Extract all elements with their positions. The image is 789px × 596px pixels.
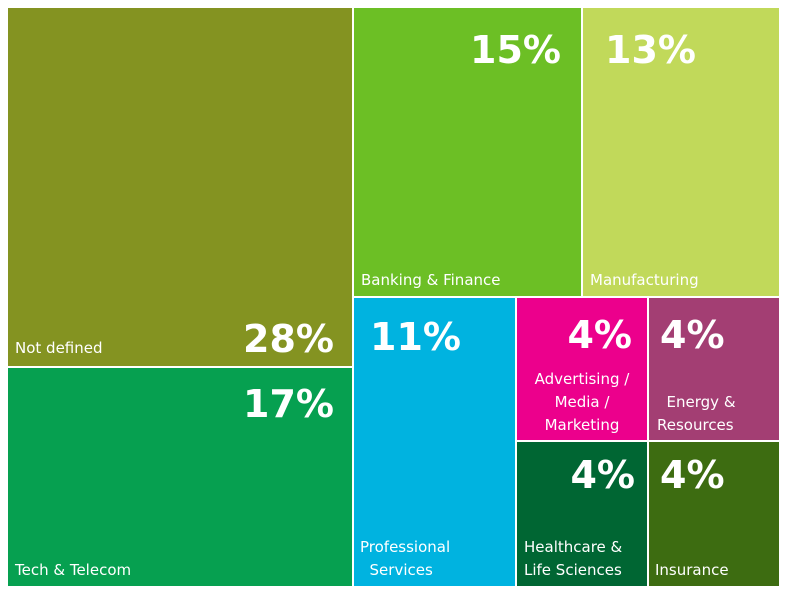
category-label: Advertising / Media / Marketing [534, 370, 630, 434]
category-label: Insurance [655, 561, 729, 579]
treemap-tile-manufacturing: 13% Manufacturing [583, 8, 779, 296]
treemap-tile-professional-services: 11% Professional Services [354, 298, 515, 586]
category-label: Healthcare & Life Sciences [524, 538, 623, 579]
treemap-tile-insurance: 4% Insurance [649, 442, 779, 586]
percent-label: 4% [660, 313, 725, 357]
treemap-tile-energy-resources: 4% Energy & Resources [649, 298, 779, 440]
treemap-tile-tech-telecom: 17% Tech & Telecom [8, 368, 352, 586]
treemap-tile-healthcare-life-sciences: 4% Healthcare & Life Sciences [517, 442, 647, 586]
category-label: Energy & Resources [657, 393, 736, 434]
percent-label: 17% [243, 382, 334, 426]
treemap-tile-advertising-media-marketing: 4% Advertising / Media / Marketing [517, 298, 647, 440]
treemap-tile-banking-finance: 15% Banking & Finance [354, 8, 581, 296]
category-label: Manufacturing [590, 271, 699, 289]
category-label: Tech & Telecom [15, 561, 132, 579]
percent-label: 28% [243, 317, 334, 361]
category-label: Professional Services [360, 538, 451, 579]
treemap-tile-not-defined: 28% Not defined [8, 8, 352, 366]
percent-label: 15% [470, 28, 561, 72]
percent-label: 13% [605, 28, 696, 72]
percent-label: 11% [370, 315, 461, 359]
category-label: Banking & Finance [361, 271, 501, 289]
percent-label: 4% [570, 453, 635, 497]
percent-label: 4% [567, 313, 632, 357]
percent-label: 4% [660, 453, 725, 497]
category-label: Not defined [15, 339, 103, 357]
